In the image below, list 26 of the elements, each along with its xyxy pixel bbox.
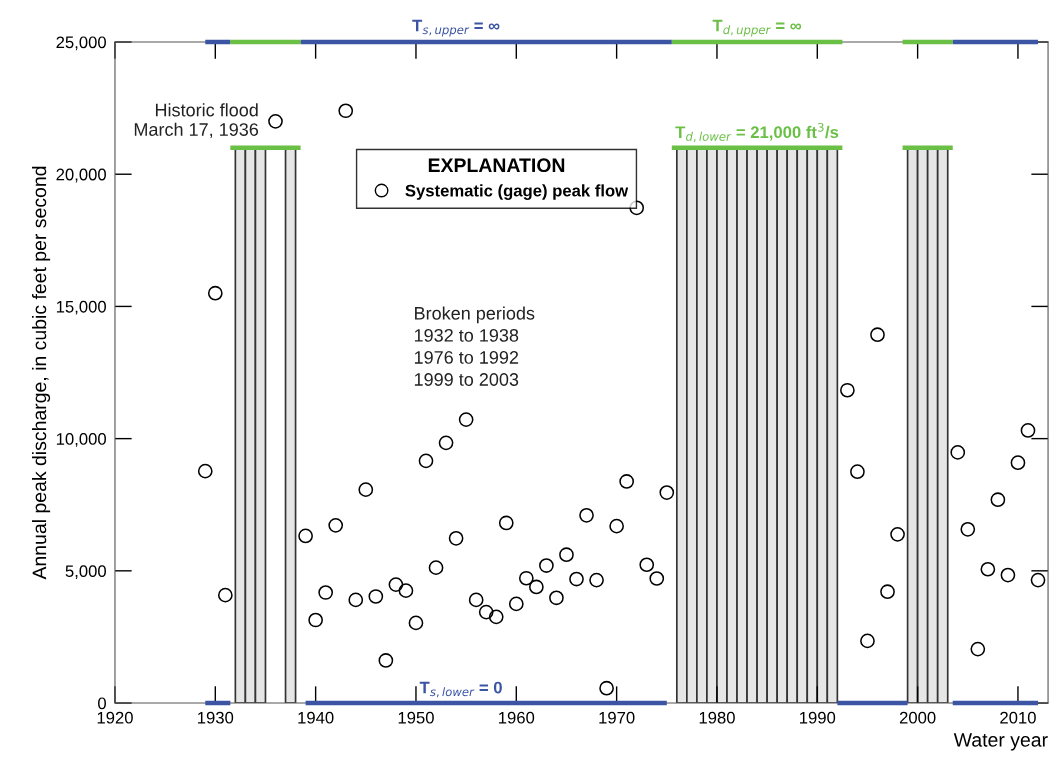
y-tick-label: 10,000 [56,433,106,447]
annotation: Broken periods 1932 to 1938 1976 to 1992 1999 to 2003 [414,306,535,386]
y-tick-label: 5,000 [65,565,106,579]
x-tick-label: 1940 [298,711,334,724]
annotation: Historic flood March 17, 1936 [134,103,259,139]
y-axis-title: Annual peak discharge, in cubic feet per second [31,166,51,580]
y-tick-label: 0 [98,697,106,710]
x-tick-label: 1960 [499,711,535,724]
x-tick-label: 1990 [800,711,836,724]
x-tick-label: 2010 [1000,711,1036,724]
x-tick-label: 1920 [97,711,133,724]
x-tick-label: 1970 [599,711,635,724]
annotation: T$_{d,upper}$ = ∞ [712,19,802,37]
x-tick-label: 1950 [398,711,434,724]
x-tick-label: 1980 [699,711,735,724]
x-axis-title: Water year [953,733,1048,751]
y-tick-label: 15,000 [56,300,106,315]
legend-label: Systematic (gage) peak flow [405,184,629,200]
annotation: T$_{s,upper}$ = ∞ [412,19,500,37]
x-tick-label: 1930 [198,711,234,724]
x-tick-label: 2000 [899,711,936,724]
annotation: T$_{s,lower}$ = 0 [419,681,502,698]
y-tick-label: 25,000 [56,36,106,51]
annotation: T$_{d,lower}$ = 21,000 ft$^{3}$/s [675,122,839,143]
legend-title: EXPLANATION [428,158,565,173]
y-tick-label: 20,000 [56,168,106,183]
